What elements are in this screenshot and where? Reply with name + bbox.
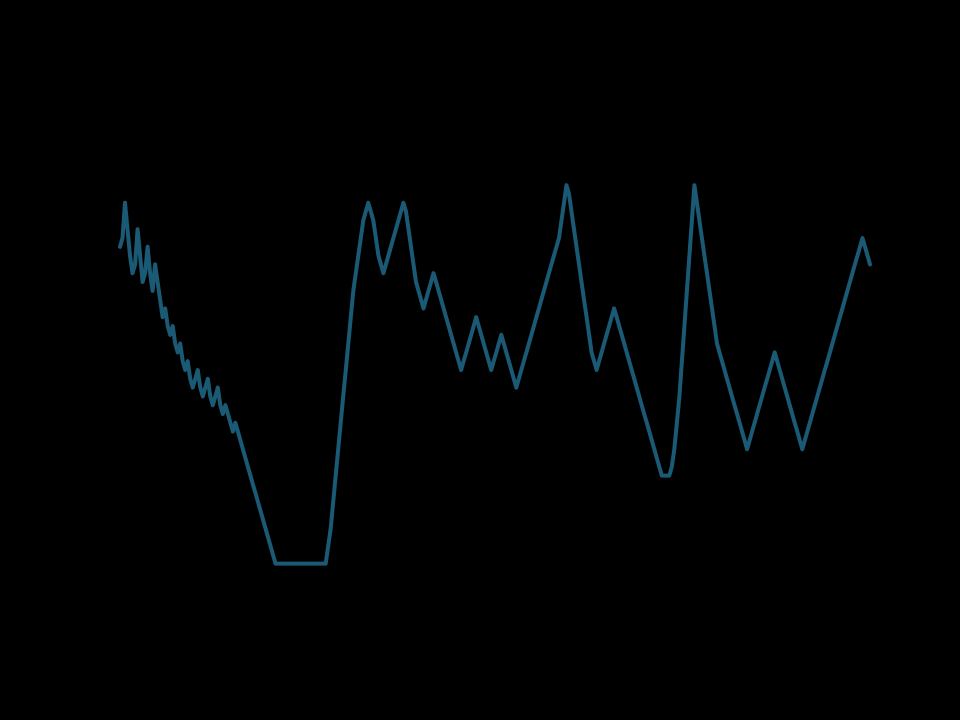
line-chart: [0, 0, 960, 720]
chart-background: [0, 0, 960, 720]
chart-svg: [0, 0, 960, 720]
